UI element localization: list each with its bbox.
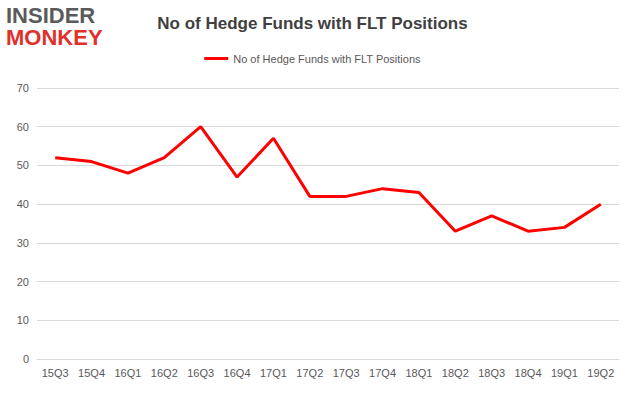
svg-text:17Q2: 17Q2 <box>296 367 323 379</box>
svg-text:18Q2: 18Q2 <box>442 367 469 379</box>
svg-text:No of Hedge Funds with FLT Pos: No of Hedge Funds with FLT Positions <box>157 14 467 33</box>
svg-text:16Q1: 16Q1 <box>114 367 141 379</box>
svg-text:16Q2: 16Q2 <box>151 367 178 379</box>
svg-text:20: 20 <box>17 276 29 288</box>
svg-text:17Q1: 17Q1 <box>260 367 287 379</box>
svg-text:0: 0 <box>23 353 29 365</box>
svg-text:18Q3: 18Q3 <box>478 367 505 379</box>
svg-text:18Q1: 18Q1 <box>405 367 432 379</box>
svg-text:70: 70 <box>17 82 29 94</box>
svg-text:10: 10 <box>17 314 29 326</box>
svg-text:19Q1: 19Q1 <box>551 367 578 379</box>
svg-text:15Q3: 15Q3 <box>42 367 69 379</box>
svg-text:No of Hedge Funds with FLT Pos: No of Hedge Funds with FLT Positions <box>233 53 421 65</box>
svg-text:16Q3: 16Q3 <box>187 367 214 379</box>
svg-text:50: 50 <box>17 159 29 171</box>
svg-text:19Q2: 19Q2 <box>587 367 614 379</box>
svg-text:30: 30 <box>17 237 29 249</box>
svg-text:18Q4: 18Q4 <box>515 367 542 379</box>
svg-text:16Q4: 16Q4 <box>224 367 251 379</box>
svg-text:17Q3: 17Q3 <box>333 367 360 379</box>
svg-text:60: 60 <box>17 121 29 133</box>
svg-text:15Q4: 15Q4 <box>78 367 105 379</box>
svg-text:INSIDER: INSIDER <box>6 2 96 28</box>
svg-text:17Q4: 17Q4 <box>369 367 396 379</box>
svg-text:MONKEY: MONKEY <box>6 25 103 50</box>
svg-text:40: 40 <box>17 198 29 210</box>
